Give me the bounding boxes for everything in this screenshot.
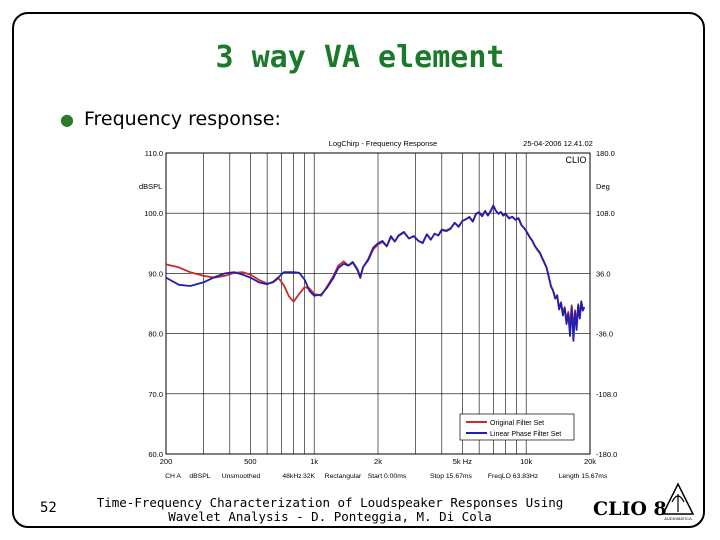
x-tick-label: 2k	[374, 457, 382, 466]
y-tick-label-left: 80.0	[148, 330, 163, 339]
y-axis-label-left: dBSPL	[139, 182, 162, 191]
footer-field: Length 15.67ms	[559, 473, 608, 480]
footer-field: Rectangular	[325, 473, 362, 480]
audiomatica-text: AUDIOMATICA	[664, 516, 692, 521]
legend-label-linear: Linear Phase Filter Set	[490, 431, 561, 438]
x-tick-label: 5k Hz	[453, 457, 472, 466]
footer-field: CH A	[165, 473, 181, 480]
x-tick-label: 1k	[310, 457, 318, 466]
y-tick-labels: 110.0 100.0 90.0 80.0 70.0 60.0 180.0 108.0 36.0…	[144, 149, 617, 459]
x-tick-label: 500	[244, 457, 257, 466]
footer-field: FreqLO 63.83Hz	[488, 473, 539, 480]
x-tick-label: 20k	[584, 457, 596, 466]
series-lines	[165, 204, 586, 342]
bullet-text: Frequency response:	[83, 108, 281, 130]
y-tick-label-right: -36.0	[596, 330, 613, 339]
bullet-dot-icon: ●	[60, 110, 74, 129]
slide-title: 3 way VA element	[215, 40, 505, 75]
y-tick-label-right: 108.0	[596, 209, 615, 218]
bullet-item: ● Frequency response:	[60, 108, 281, 130]
x-tick-labels: 200 500 1k 2k 5k Hz 10k 20k	[160, 457, 597, 466]
y-tick-label-left: 110.0	[145, 149, 163, 158]
y-tick-label-right: 36.0	[596, 269, 611, 278]
chart-timestamp: 25-04-2006 12.41.02	[523, 139, 593, 148]
y-tick-label-right: 180.0	[596, 149, 615, 158]
y-tick-label-left: 60.0	[148, 450, 163, 459]
grid	[166, 153, 590, 454]
chart-title: LogChirp - Frequency Response	[329, 139, 437, 148]
footer-line-1: Time-Frequency Characterization of Louds…	[96, 495, 564, 510]
y-tick-label-right: -180.0	[596, 450, 617, 459]
footer-field: Start 0.00ms	[368, 473, 407, 480]
footer-field: 32K	[303, 473, 316, 480]
audiomatica-logo-icon: AUDIOMATICA	[661, 482, 695, 521]
slide-frame	[12, 12, 705, 528]
footer-field: Stop 15.67ms	[430, 473, 473, 480]
footer-citation: Time-Frequency Characterization of Louds…	[95, 496, 565, 524]
chart-footer: CH A dBSPL Unsmoothed 48kHz 32K Rectangular St…	[165, 473, 608, 480]
clio-watermark: CLIO	[565, 155, 586, 165]
y-axis-label-right: Deg	[596, 182, 610, 191]
x-tick-label: 10k	[520, 457, 532, 466]
footer-line-2: Wavelet Analysis - D. Ponteggia, M. Di C…	[168, 509, 492, 524]
footer-field: 48kHz	[282, 473, 302, 480]
y-tick-label-left: 100.0	[144, 209, 163, 218]
y-tick-label-left: 70.0	[148, 390, 163, 399]
series-line-linear-phase	[165, 204, 586, 342]
page-number: 52	[40, 500, 57, 516]
footer-field: dBSPL	[189, 473, 210, 480]
legend-label-original: Original Filter Set	[490, 420, 544, 427]
y-tick-label-left: 90.0	[148, 269, 163, 278]
x-tick-label: 200	[160, 457, 173, 466]
footer-field: Unsmoothed	[222, 473, 261, 480]
legend: Original Filter Set Linear Phase Filter …	[459, 413, 575, 441]
legend-box	[459, 413, 575, 441]
clio-logo: CLIO 8	[593, 498, 667, 520]
y-tick-label-right: -108.0	[596, 390, 617, 399]
